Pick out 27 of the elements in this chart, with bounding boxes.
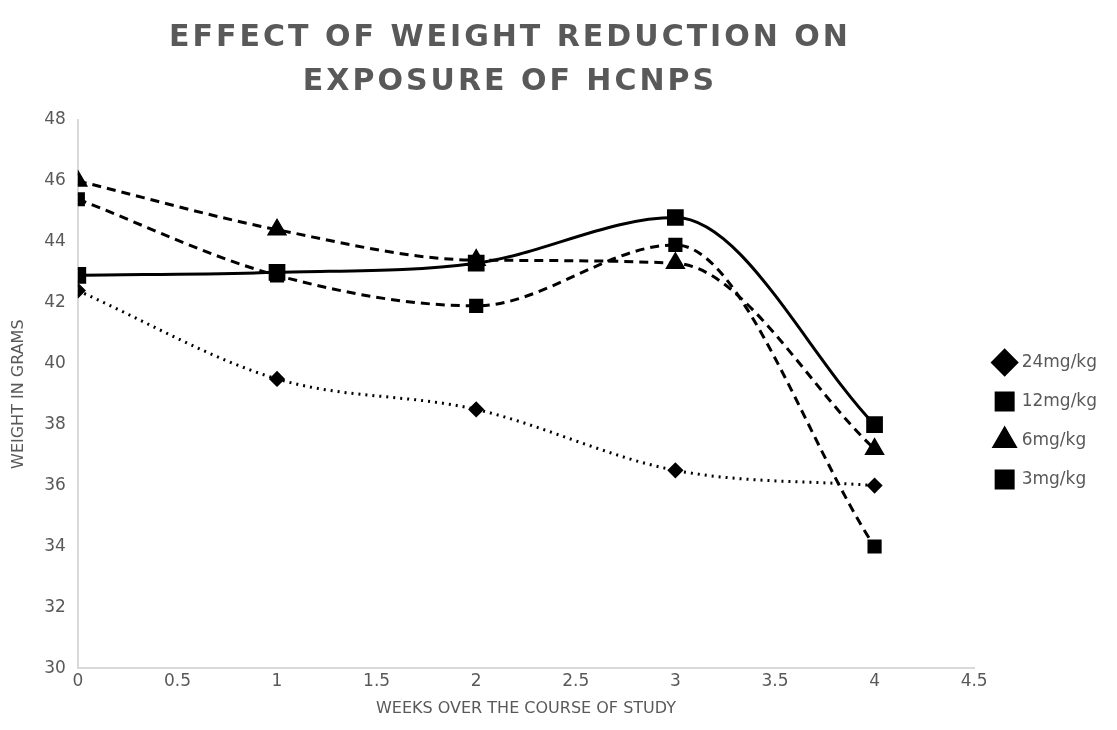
x-tick-label: 3 xyxy=(669,670,681,691)
legend-label: 12mg/kg xyxy=(1021,389,1098,410)
x-tick-label: 2 xyxy=(470,670,482,691)
x-tick-label: 4.5 xyxy=(960,670,988,691)
y-tick-label: 36 xyxy=(44,474,66,495)
x-tick-label: 2.5 xyxy=(562,670,590,691)
legend-label: 24mg/kg xyxy=(1021,350,1098,371)
x-axis-title: WEEKS OVER THE COURSE OF STUDY xyxy=(375,697,677,717)
y-tick-label: 32 xyxy=(44,595,66,616)
y-tick-label: 42 xyxy=(44,291,66,312)
legend-label: 3mg/kg xyxy=(1021,467,1087,488)
x-tick-label: 3.5 xyxy=(761,670,789,691)
y-tick-label: 34 xyxy=(44,534,66,555)
y-tick-label: 30 xyxy=(44,656,66,677)
x-tick-label: 4 xyxy=(869,670,880,691)
x-tick-label: 1.5 xyxy=(363,670,391,691)
x-tick-label: 1 xyxy=(271,670,283,691)
y-tick-label: 48 xyxy=(44,108,66,129)
x-tick-label: 0 xyxy=(72,670,84,691)
chart-title: EFFECT OF WEIGHT REDUCTION ON EXPOSURE OF HCNPS xyxy=(168,17,852,99)
legend-label: 6mg/kg xyxy=(1021,428,1087,449)
y-tick-label: 38 xyxy=(44,413,66,434)
y-axis-title: WEIGHT IN GRAMS xyxy=(7,319,27,469)
y-tick-label: 40 xyxy=(44,352,66,373)
y-tick-label: 46 xyxy=(44,169,66,190)
x-tick-label: 0.5 xyxy=(163,670,191,691)
y-tick-label: 44 xyxy=(44,230,66,251)
